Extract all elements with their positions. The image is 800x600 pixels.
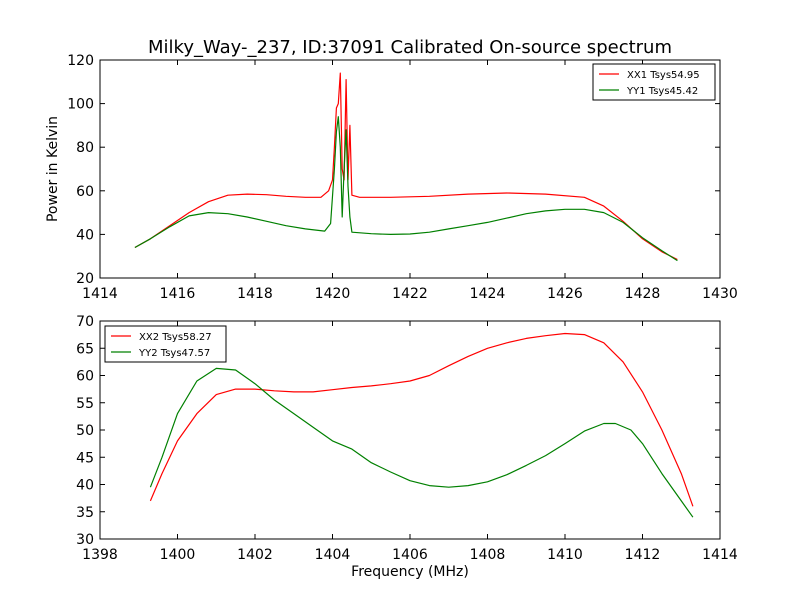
y-axis-label: Power in Kelvin	[45, 116, 61, 222]
legend-label: YY2 Tsys47.57	[138, 348, 210, 359]
x-tick-label: 1430	[702, 286, 738, 302]
x-tick-label: 1426	[547, 286, 583, 302]
y-tick-label: 70	[76, 314, 94, 330]
y-tick-label: 30	[76, 532, 94, 548]
x-tick-label: 1428	[625, 286, 661, 302]
y-tick-label: 35	[76, 505, 94, 521]
x-tick-label: 1412	[625, 547, 661, 563]
x-tick-label: 1398	[82, 547, 118, 563]
x-tick-label: 1410	[547, 547, 583, 563]
y-tick-label: 120	[67, 53, 94, 69]
x-tick-label: 1414	[702, 547, 738, 563]
x-tick-label: 1422	[392, 286, 428, 302]
series-line-1	[134, 72, 678, 261]
y-tick-label: 100	[67, 97, 94, 113]
legend-box	[592, 63, 716, 101]
y-tick-label: 60	[76, 184, 94, 200]
series-line-2	[134, 116, 678, 262]
top-spectrum-plot: 1414 1416 1418 1420 1422 1424 1426 1428 1430 20 40…	[45, 53, 738, 302]
figure-title: Milky_Way-_237, ID:37091 Calibrated On-s…	[148, 37, 672, 58]
y-tick-label: 40	[76, 478, 94, 494]
y-tick-label: 40	[76, 227, 94, 243]
series-line-1	[149, 332, 694, 507]
series-line-2	[149, 367, 694, 518]
y-tick-label: 20	[76, 271, 94, 287]
bottom-spectrum-plot: 1398 1400 1402 1404 1406 1408 1410 1412 1414 30 35…	[76, 314, 738, 580]
legend-label: XX2 Tsys58.27	[139, 332, 212, 343]
legend-box	[104, 325, 227, 363]
y-tick-label: 55	[76, 396, 94, 412]
x-tick-label: 1424	[470, 286, 506, 302]
legend: XX1 Tsys54.95 YY1 Tsys45.42	[592, 63, 716, 101]
x-tick-label: 1408	[470, 547, 506, 563]
y-tick-label: 50	[76, 423, 94, 439]
x-tick-label: 1416	[160, 286, 196, 302]
y-tick-label: 60	[76, 369, 94, 385]
x-tick-label: 1402	[237, 547, 273, 563]
y-tick-label: 45	[76, 450, 94, 466]
x-tick-label: 1418	[237, 286, 273, 302]
x-tick-label: 1414	[82, 286, 118, 302]
x-tick-label: 1420	[315, 286, 351, 302]
y-tick-label: 65	[76, 341, 94, 357]
x-tick-label: 1400	[160, 547, 196, 563]
legend-label: YY1 Tsys45.42	[626, 86, 698, 97]
x-axis-label: Frequency (MHz)	[351, 564, 469, 580]
legend: XX2 Tsys58.27 YY2 Tsys47.57	[104, 325, 227, 363]
y-tick-label: 80	[76, 140, 94, 156]
legend-label: XX1 Tsys54.95	[627, 70, 700, 81]
x-tick-label: 1404	[315, 547, 351, 563]
x-tick-label: 1406	[392, 547, 428, 563]
